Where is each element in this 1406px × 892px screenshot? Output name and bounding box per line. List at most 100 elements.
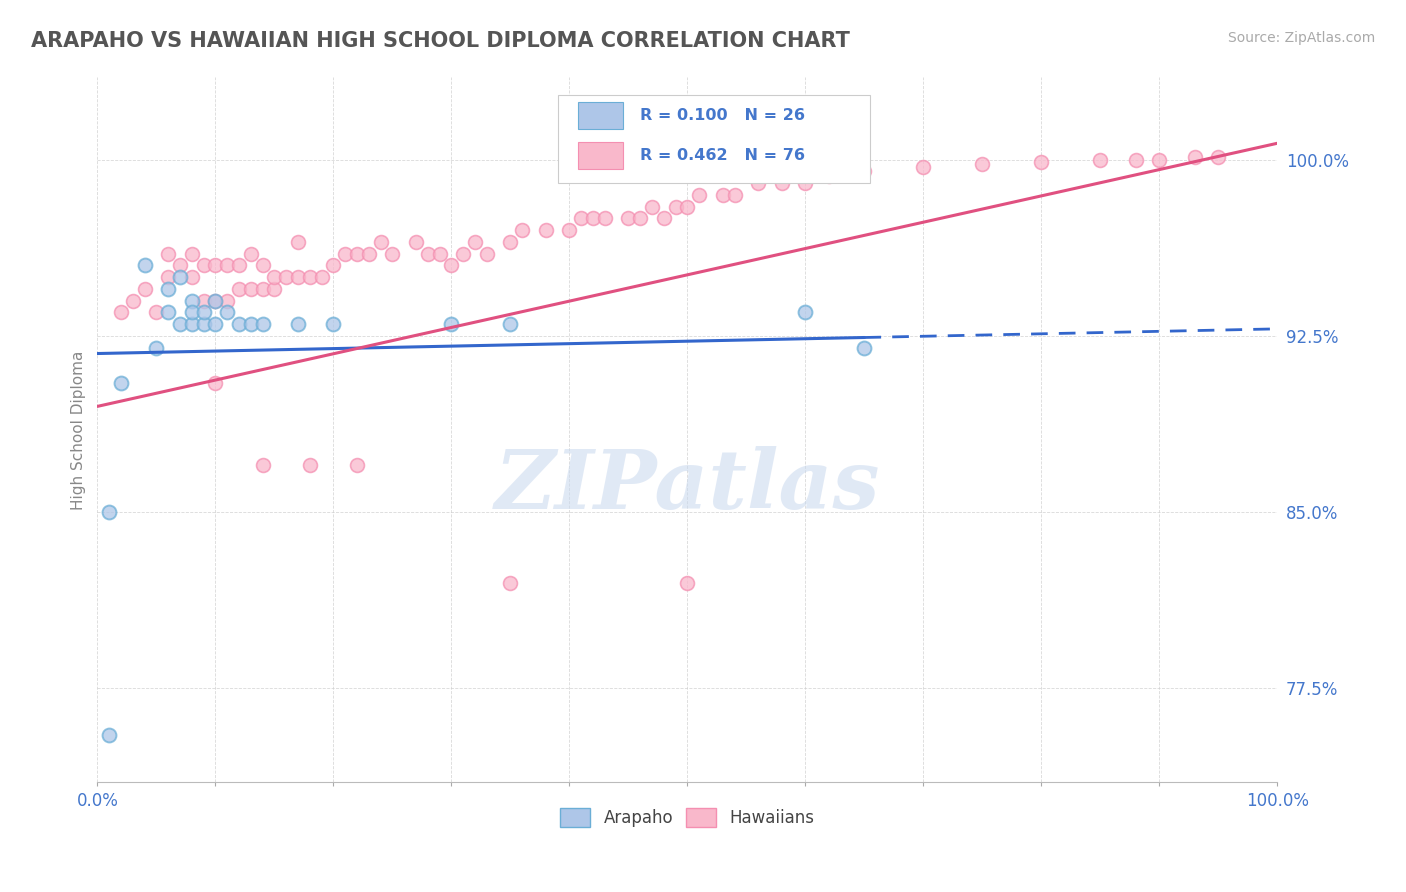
Point	[217, 305, 239, 319]
Point	[676, 575, 699, 590]
Text: Source: ZipAtlas.com: Source: ZipAtlas.com	[1227, 31, 1375, 45]
Point	[217, 293, 239, 308]
Point	[204, 259, 226, 273]
Text: ARAPAHO VS HAWAIIAN HIGH SCHOOL DIPLOMA CORRELATION CHART: ARAPAHO VS HAWAIIAN HIGH SCHOOL DIPLOMA …	[31, 31, 849, 51]
Point	[475, 246, 498, 260]
Point	[252, 259, 274, 273]
Point	[180, 270, 202, 285]
Point	[322, 259, 344, 273]
Point	[180, 293, 202, 308]
Point	[688, 188, 710, 202]
Point	[169, 270, 191, 285]
Point	[1184, 150, 1206, 164]
Point	[593, 211, 616, 226]
Point	[239, 282, 262, 296]
Point	[429, 246, 451, 260]
Point	[228, 282, 250, 296]
Point	[239, 317, 262, 331]
Point	[499, 317, 522, 331]
Point	[263, 282, 285, 296]
Point	[157, 246, 180, 260]
Point	[180, 305, 202, 319]
Point	[853, 341, 876, 355]
Point	[228, 317, 250, 331]
Point	[193, 259, 215, 273]
Point	[499, 235, 522, 249]
Point	[180, 246, 202, 260]
Point	[110, 305, 132, 319]
Text: R = 0.462   N = 76: R = 0.462 N = 76	[640, 148, 806, 163]
Point	[510, 223, 533, 237]
Point	[1031, 155, 1053, 169]
Point	[134, 282, 156, 296]
FancyBboxPatch shape	[558, 95, 870, 183]
Point	[676, 200, 699, 214]
Point	[1090, 153, 1112, 167]
Point	[818, 169, 841, 183]
Point	[311, 270, 333, 285]
Point	[628, 211, 651, 226]
Point	[298, 458, 321, 472]
Point	[157, 282, 180, 296]
Text: ZIPatlas: ZIPatlas	[495, 446, 880, 526]
Point	[193, 305, 215, 319]
Point	[346, 246, 368, 260]
Point	[652, 211, 675, 226]
Point	[617, 211, 640, 226]
Point	[98, 728, 121, 742]
Point	[1149, 153, 1171, 167]
Point	[770, 176, 793, 190]
Point	[464, 235, 486, 249]
Point	[853, 164, 876, 178]
FancyBboxPatch shape	[578, 143, 623, 169]
Point	[558, 223, 581, 237]
Point	[204, 376, 226, 390]
Y-axis label: High School Diploma: High School Diploma	[72, 351, 86, 509]
Point	[287, 317, 309, 331]
Point	[346, 458, 368, 472]
Point	[169, 317, 191, 331]
Point	[405, 235, 427, 249]
Point	[121, 293, 143, 308]
Point	[357, 246, 380, 260]
Point	[252, 317, 274, 331]
Point	[98, 505, 121, 519]
Point	[157, 270, 180, 285]
Point	[972, 157, 994, 171]
Point	[711, 188, 734, 202]
Point	[569, 211, 592, 226]
Point	[217, 259, 239, 273]
Point	[1125, 153, 1147, 167]
Text: R = 0.100   N = 26: R = 0.100 N = 26	[640, 108, 806, 123]
Point	[499, 575, 522, 590]
Point	[157, 305, 180, 319]
Point	[145, 341, 167, 355]
Point	[276, 270, 298, 285]
Point	[193, 317, 215, 331]
Point	[451, 246, 474, 260]
Point	[381, 246, 404, 260]
Point	[370, 235, 392, 249]
Point	[1208, 150, 1230, 164]
Point	[287, 270, 309, 285]
Point	[641, 200, 664, 214]
Point	[665, 200, 688, 214]
Point	[440, 317, 463, 331]
Point	[180, 317, 202, 331]
Point	[912, 160, 935, 174]
Point	[794, 305, 817, 319]
Point	[534, 223, 557, 237]
Point	[322, 317, 344, 331]
Point	[416, 246, 439, 260]
Point	[145, 305, 167, 319]
Point	[747, 176, 769, 190]
Point	[193, 293, 215, 308]
Point	[252, 458, 274, 472]
Point	[204, 293, 226, 308]
Point	[169, 259, 191, 273]
Point	[110, 376, 132, 390]
Point	[252, 282, 274, 296]
FancyBboxPatch shape	[578, 102, 623, 128]
Point	[287, 235, 309, 249]
Point	[134, 259, 156, 273]
